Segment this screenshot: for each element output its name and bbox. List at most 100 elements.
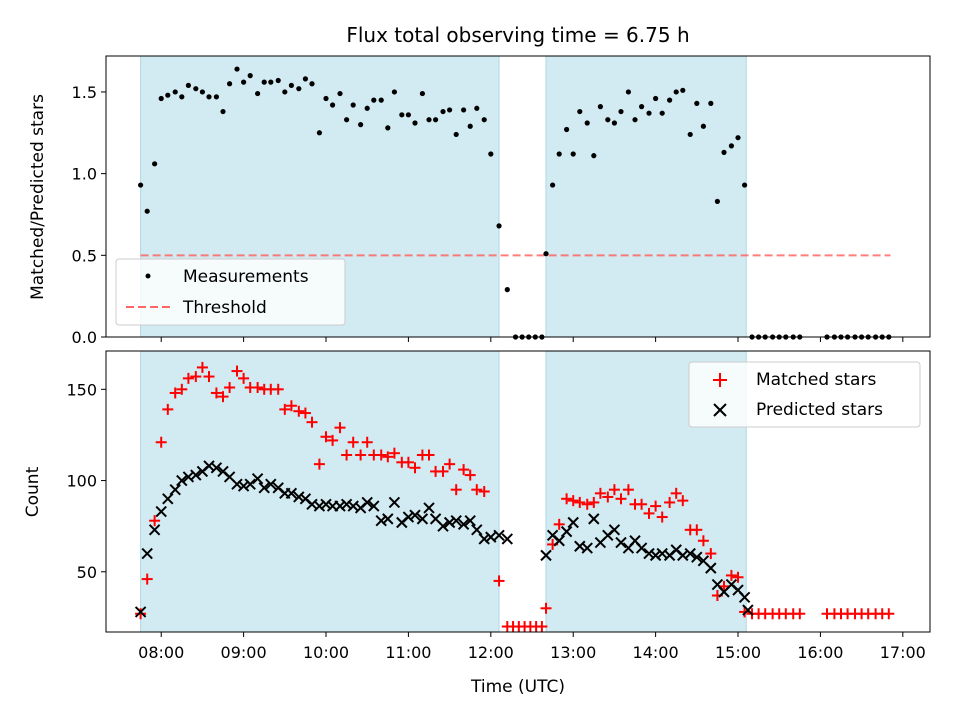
matched-star-point xyxy=(238,372,250,384)
xtick-label: 12:00 xyxy=(468,643,514,662)
predicted-star-point xyxy=(540,549,552,562)
measurement-point xyxy=(488,151,494,157)
predicted-star-point xyxy=(450,514,462,527)
measurement-point xyxy=(316,130,323,136)
matched-star-point xyxy=(382,451,394,463)
matched-star-point xyxy=(279,403,291,415)
measurement-point xyxy=(728,143,735,149)
predicted-star-point xyxy=(485,531,497,543)
predicted-star-point xyxy=(742,604,754,616)
measurement-point xyxy=(618,108,624,115)
measurement-point xyxy=(419,90,426,97)
measurement-point xyxy=(350,102,356,108)
legend-measurement-marker xyxy=(145,273,151,279)
measurement-point xyxy=(220,108,226,115)
matched-star-point xyxy=(224,381,236,393)
matched-star-point xyxy=(536,621,548,633)
bottom-plot-frame xyxy=(105,350,931,633)
measurement-point xyxy=(344,117,350,123)
matched-star-point xyxy=(409,462,421,474)
matched-star-point xyxy=(320,431,332,443)
matched-star-point xyxy=(155,436,167,448)
predicted-star-point xyxy=(285,487,298,500)
measurement-point xyxy=(378,97,384,103)
measurement-point xyxy=(213,94,220,100)
measurement-point xyxy=(700,123,707,129)
measurement-point xyxy=(399,112,405,118)
matched-star-point xyxy=(643,507,655,519)
measurement-point xyxy=(138,182,144,188)
top-plot-frame xyxy=(105,55,931,338)
x-axis-label: Time (UTC) xyxy=(470,677,565,697)
measurement-point xyxy=(152,161,158,167)
top-panel: 0.0 0.5 1.0 1.5 Matched/Predicted stars Mea… xyxy=(28,55,931,347)
matched-star-point xyxy=(450,484,462,496)
matched-star-point xyxy=(697,535,709,547)
measurement-point xyxy=(556,151,562,157)
matched-star-point xyxy=(293,405,305,417)
predicted-star-point xyxy=(635,542,648,554)
predicted-star-point xyxy=(169,483,181,496)
measurement-point xyxy=(371,97,377,103)
measurement-point xyxy=(385,125,391,131)
matched-star-point xyxy=(650,500,662,512)
measurement-point xyxy=(708,100,714,106)
matched-star-point xyxy=(334,422,346,434)
predicted-star-point xyxy=(471,524,483,536)
predicted-star-point xyxy=(313,500,326,512)
matched-star-point xyxy=(361,436,373,448)
measurement-point xyxy=(158,95,164,102)
matched-star-point xyxy=(313,458,325,470)
measurement-point xyxy=(172,89,178,95)
chart-title: Flux total observing time = 6.75 h xyxy=(346,23,689,47)
observing-window-1 xyxy=(140,350,500,633)
predicted-star-point xyxy=(210,462,223,474)
measurement-point xyxy=(611,120,618,126)
matched-star-point xyxy=(444,458,456,470)
measurement-point xyxy=(405,112,412,118)
xtick-label: 17:00 xyxy=(880,643,926,662)
bottom-panel: 50 100 150 08:00 09:00 10:00 11:00 12:00 13:00 1… xyxy=(23,350,931,697)
predicted-star-point xyxy=(134,606,147,618)
measurement-point xyxy=(639,104,645,110)
measurement-point xyxy=(391,89,397,95)
predicted-star-point xyxy=(738,591,751,604)
predicted-star-point xyxy=(148,524,161,536)
top-ytick-label: 1.5 xyxy=(72,83,97,102)
predicted-star-point xyxy=(643,547,655,560)
measurement-point xyxy=(742,182,748,188)
predicted-star-point xyxy=(361,496,373,509)
predicted-star-point xyxy=(649,549,662,562)
measurement-point xyxy=(412,120,418,126)
measurement-point xyxy=(550,182,556,188)
matched-star-point xyxy=(203,371,215,383)
matched-star-point xyxy=(725,569,737,581)
matched-star-point xyxy=(656,511,668,523)
top-ytick-label: 1.0 xyxy=(72,165,97,184)
bottom-y-axis-label: Count xyxy=(23,466,43,517)
predicted-star-point xyxy=(705,562,717,574)
bottom-ytick-label: 150 xyxy=(66,380,97,399)
matched-star-point xyxy=(478,486,490,497)
predicted-star-point xyxy=(501,533,513,545)
predicted-star-point xyxy=(684,547,696,560)
legend-predicted-label: Predicted stars xyxy=(756,400,883,420)
matched-star-point xyxy=(594,487,606,499)
measurement-point xyxy=(227,81,233,87)
predicted-star-point xyxy=(382,513,394,525)
predicted-star-point xyxy=(581,542,593,554)
matched-star-point xyxy=(493,575,505,587)
matched-star-point xyxy=(636,498,648,510)
predicted-star-point xyxy=(402,511,415,523)
measurement-point xyxy=(426,117,432,123)
matched-star-point xyxy=(182,372,194,384)
predicted-star-point xyxy=(265,478,277,490)
xtick-label: 10:00 xyxy=(303,643,349,662)
measurement-point xyxy=(646,110,652,116)
measurement-point xyxy=(275,77,281,84)
matched-star-point xyxy=(883,608,895,620)
measurement-point xyxy=(447,107,453,113)
measurement-point xyxy=(261,79,267,85)
predicted-star-point xyxy=(388,496,401,509)
